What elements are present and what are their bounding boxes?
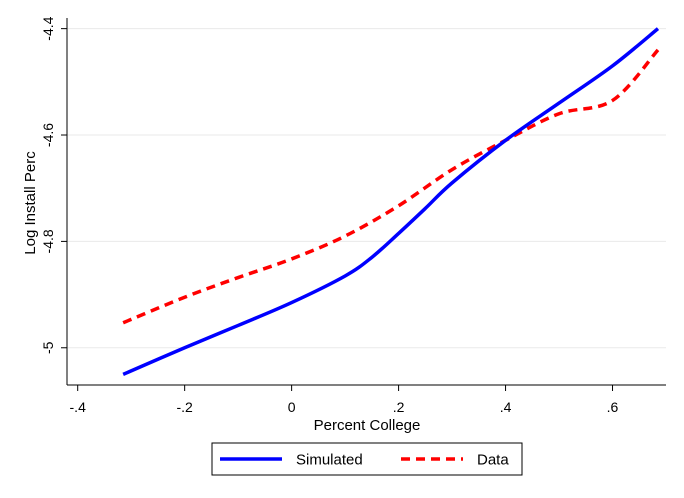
y-axis-title: Log Install Perc <box>22 151 39 255</box>
x-tick-label: .4 <box>500 399 512 415</box>
x-tick-label: 0 <box>288 399 296 415</box>
x-tick-label: .2 <box>393 399 405 415</box>
y-tick-label: -4.4 <box>40 16 56 40</box>
axes <box>66 18 666 386</box>
y-ticks: -5 -4.8 -4.6 -4.4 <box>40 16 67 354</box>
legend-label-data: Data <box>477 452 509 469</box>
x-tick-label: -.2 <box>176 399 193 415</box>
legend: Simulated Data <box>211 442 523 476</box>
series-layer <box>122 27 660 376</box>
y-tick-label: -4.8 <box>40 229 56 253</box>
series-line-simulated <box>122 27 660 376</box>
y-tick-label: -4.6 <box>40 123 56 147</box>
legend-label-simulated: Simulated <box>296 452 363 469</box>
x-tick-label: .6 <box>607 399 619 415</box>
x-tick-label: -.4 <box>70 399 87 415</box>
y-tick-label: -5 <box>40 341 56 354</box>
gridlines <box>67 28 666 349</box>
x-axis-title: Percent College <box>314 417 421 434</box>
x-ticks: -.4 -.2 0 .2 .4 .6 <box>70 385 619 415</box>
